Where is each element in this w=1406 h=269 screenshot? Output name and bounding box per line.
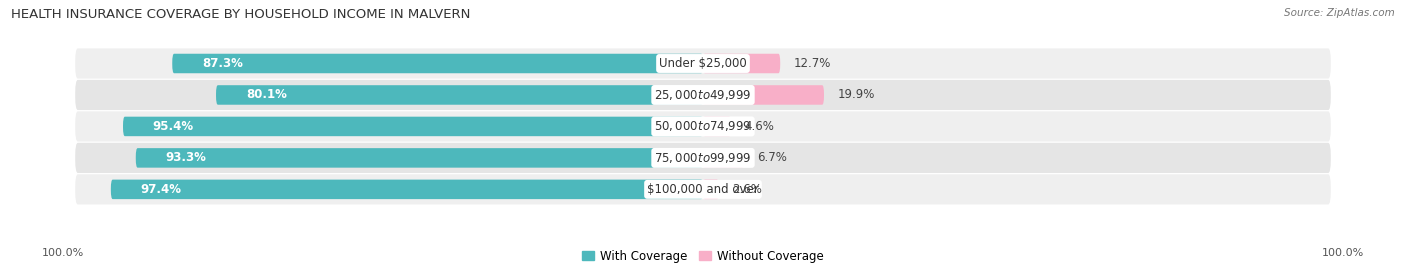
FancyBboxPatch shape (703, 148, 744, 168)
Text: 80.1%: 80.1% (246, 89, 287, 101)
Text: 95.4%: 95.4% (153, 120, 194, 133)
Text: 87.3%: 87.3% (202, 57, 243, 70)
FancyBboxPatch shape (217, 85, 703, 105)
FancyBboxPatch shape (703, 117, 731, 136)
Text: 6.7%: 6.7% (756, 151, 787, 164)
Text: 4.6%: 4.6% (744, 120, 775, 133)
FancyBboxPatch shape (76, 48, 1330, 79)
FancyBboxPatch shape (703, 54, 780, 73)
Text: Source: ZipAtlas.com: Source: ZipAtlas.com (1284, 8, 1395, 18)
Text: $50,000 to $74,999: $50,000 to $74,999 (654, 119, 752, 133)
FancyBboxPatch shape (703, 85, 824, 105)
FancyBboxPatch shape (173, 54, 703, 73)
Text: 97.4%: 97.4% (141, 183, 181, 196)
FancyBboxPatch shape (111, 180, 703, 199)
Text: $100,000 and over: $100,000 and over (647, 183, 759, 196)
Text: $25,000 to $49,999: $25,000 to $49,999 (654, 88, 752, 102)
Text: 19.9%: 19.9% (837, 89, 875, 101)
FancyBboxPatch shape (136, 148, 703, 168)
Text: 2.6%: 2.6% (733, 183, 762, 196)
Text: 12.7%: 12.7% (793, 57, 831, 70)
Legend: With Coverage, Without Coverage: With Coverage, Without Coverage (578, 245, 828, 267)
Text: Under $25,000: Under $25,000 (659, 57, 747, 70)
Text: 93.3%: 93.3% (166, 151, 207, 164)
FancyBboxPatch shape (76, 80, 1330, 110)
FancyBboxPatch shape (76, 111, 1330, 141)
FancyBboxPatch shape (76, 174, 1330, 204)
FancyBboxPatch shape (122, 117, 703, 136)
Text: 100.0%: 100.0% (42, 248, 84, 258)
FancyBboxPatch shape (703, 180, 718, 199)
FancyBboxPatch shape (76, 143, 1330, 173)
Text: $75,000 to $99,999: $75,000 to $99,999 (654, 151, 752, 165)
Text: HEALTH INSURANCE COVERAGE BY HOUSEHOLD INCOME IN MALVERN: HEALTH INSURANCE COVERAGE BY HOUSEHOLD I… (11, 8, 471, 21)
Text: 100.0%: 100.0% (1322, 248, 1364, 258)
